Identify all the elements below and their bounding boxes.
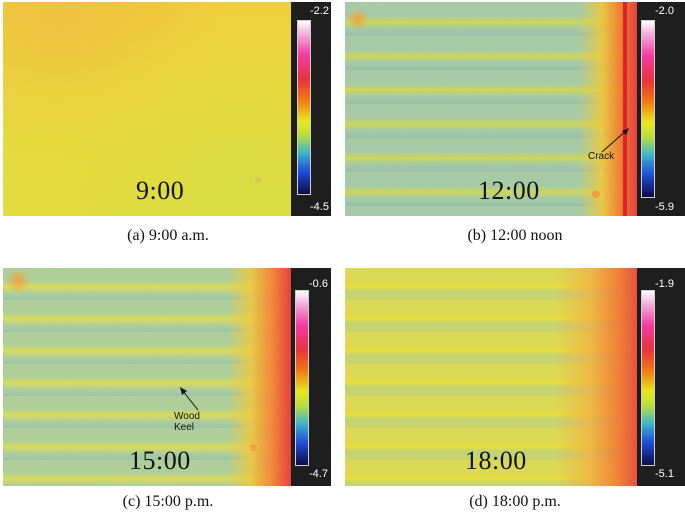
timestamp-c: 15:00: [129, 446, 191, 475]
timestamp-b: 12:00: [478, 176, 540, 205]
crack-label: Crack: [588, 151, 615, 162]
wall-feature-d: [597, 444, 604, 451]
wall-feature-a: [255, 177, 261, 183]
wood-keel-label: Wood Keel: [174, 411, 200, 433]
thermal-image-a: [3, 2, 291, 216]
corner-hotspot-c: [5, 270, 31, 292]
colorbar-c: [295, 290, 309, 466]
crack-arrow: [601, 128, 629, 153]
colorbar-d: [641, 290, 655, 466]
scale-strip-d: -1.9 -5.1: [637, 268, 685, 486]
scale-min-a: -4.5: [310, 201, 329, 213]
scale-strip-a: -2.2 -4.5: [291, 2, 331, 216]
scale-strip-c: -0.6 -4.7: [291, 268, 331, 486]
timestamp-a: 9:00: [136, 176, 185, 205]
corner-hotspot-b: [347, 8, 369, 30]
caption-d: (d) 18:00 p.m.: [469, 493, 561, 510]
caption-b: (b) 12:00 noon: [467, 227, 563, 244]
colorbar-b: [641, 20, 655, 198]
thermal-image-b: [345, 2, 637, 216]
thermal-image-c: [3, 268, 291, 486]
timestamp-d: 18:00: [465, 446, 527, 475]
wood-keel-arrow: [180, 387, 199, 411]
scale-max-d: -1.9: [655, 278, 674, 290]
wall-feature-c: [250, 444, 257, 451]
crack-line: [623, 2, 627, 216]
thermal-image-d: [345, 268, 637, 486]
caption-a: (a) 9:00 a.m.: [127, 227, 209, 244]
scale-min-b: -5.9: [655, 201, 674, 213]
scale-max-b: -2.0: [655, 5, 674, 17]
scale-min-c: -4.7: [309, 468, 328, 480]
colorbar-a: [297, 20, 311, 195]
scale-min-d: -5.1: [655, 468, 674, 480]
wall-feature-b: [592, 190, 600, 198]
scale-max-c: -0.6: [309, 278, 328, 290]
caption-c: (c) 15:00 p.m.: [122, 493, 214, 510]
scale-max-a: -2.2: [310, 5, 329, 17]
scale-strip-b: -2.0 -5.9: [637, 2, 685, 216]
